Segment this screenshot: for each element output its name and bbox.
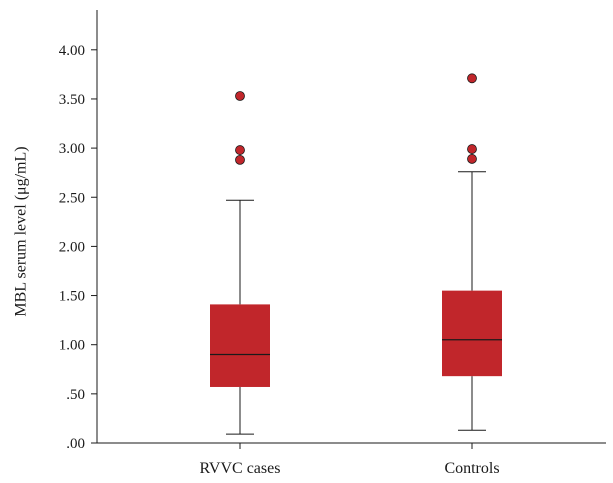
y-tick-label: 3.00 [59, 141, 85, 157]
y-tick-label: .50 [66, 387, 85, 403]
y-tick-label: .00 [66, 436, 85, 452]
y-ticks: .00 .50 1.00 1.50 2.00 2.50 3.00 3.50 4.00 [59, 43, 97, 452]
boxes [210, 73, 502, 435]
outlier-point [467, 144, 477, 154]
x-category-label: Controls [444, 460, 499, 477]
box-group [210, 91, 270, 435]
y-tick-label: 1.00 [59, 338, 85, 354]
outlier-point [235, 145, 245, 155]
outlier-point [467, 154, 477, 164]
y-tick-label: 3.50 [59, 92, 85, 108]
box-group [442, 73, 502, 431]
y-tick-label: 2.00 [59, 239, 85, 255]
y-tick-label: 2.50 [59, 190, 85, 206]
outlier-point [467, 73, 477, 84]
outlier-point [235, 91, 245, 101]
box-iqr [442, 290, 502, 377]
box-iqr [210, 304, 270, 387]
y-axis-title: MBL serum level (μg/mL) [13, 146, 30, 316]
y-tick-label: 1.50 [59, 289, 85, 305]
outlier-point [235, 154, 245, 165]
x-category-label: RVVC cases [200, 460, 281, 477]
x-category-labels: RVVC cases Controls [200, 443, 500, 477]
y-tick-label: 4.00 [59, 43, 85, 59]
axes [96, 10, 606, 444]
